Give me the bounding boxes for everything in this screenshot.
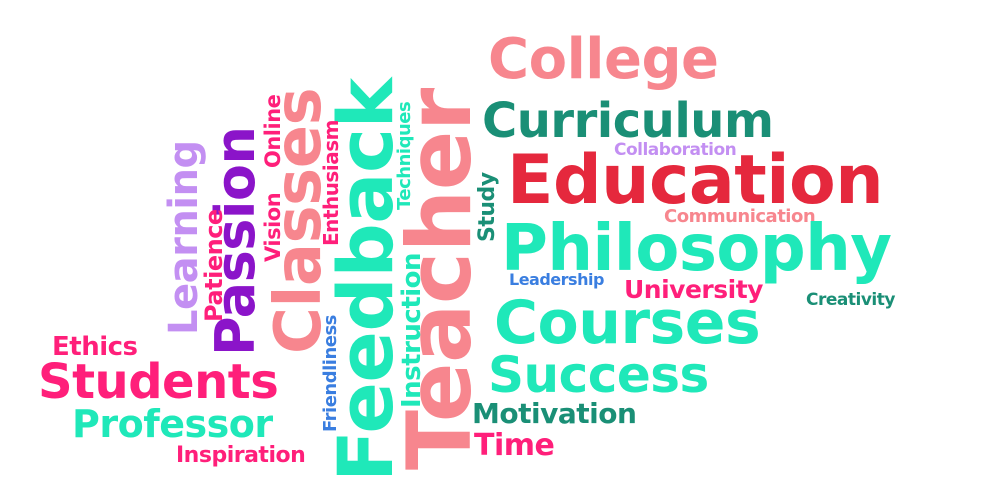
word-education: Education: [507, 141, 883, 220]
word-enthusiasm: Enthusiasm: [319, 120, 343, 246]
word-study: Study: [475, 172, 500, 242]
word-vision: Vision: [261, 193, 285, 262]
word-leadership: Leadership: [509, 270, 604, 289]
word-inspiration: Inspiration: [176, 443, 305, 468]
word-creativity: Creativity: [806, 290, 895, 310]
word-classes: Classes: [262, 88, 336, 354]
word-college: College: [488, 27, 719, 92]
word-communication: Communication: [664, 206, 815, 227]
word-instruction: Instruction: [397, 253, 427, 408]
word-collaboration: Collaboration: [614, 140, 736, 160]
word-patience: Patience: [200, 209, 228, 322]
word-feedback: Feedback: [321, 76, 410, 482]
word-ethics: Ethics: [52, 332, 138, 362]
word-philosophy: Philosophy: [501, 212, 891, 286]
word-professor: Professor: [72, 402, 273, 446]
word-passion: Passion: [204, 127, 267, 356]
word-courses: Courses: [494, 288, 760, 358]
word-time: Time: [474, 428, 554, 463]
word-online: Online: [261, 94, 285, 168]
word-university: University: [624, 275, 763, 304]
word-teacher: Teacher: [388, 87, 491, 470]
word-success: Success: [488, 346, 709, 404]
word-friendliness: Friendliness: [320, 315, 341, 432]
word-motivation: Motivation: [472, 397, 636, 430]
word-students: Students: [38, 354, 278, 410]
word-techniques: Techniques: [394, 102, 415, 210]
word-learning: Learning: [161, 140, 207, 335]
word-curriculum: Curriculum: [482, 93, 773, 149]
